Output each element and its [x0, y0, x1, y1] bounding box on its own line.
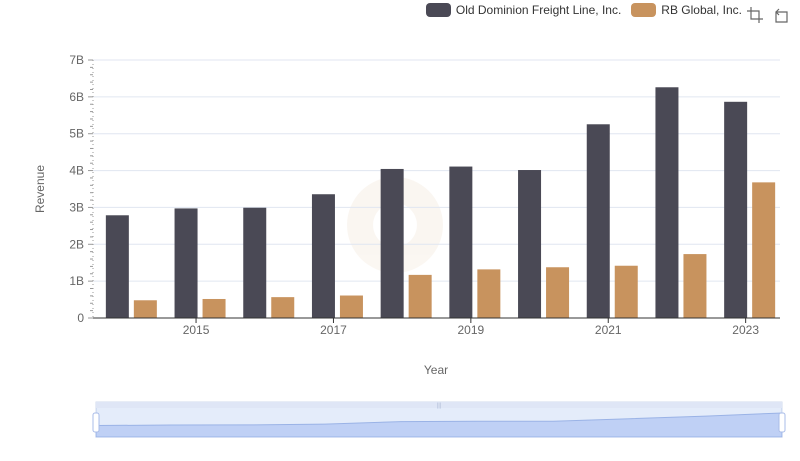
y-axis-ticks: 0 1B 2B 3B 4B 5B 6B 7B — [69, 53, 93, 325]
toolbox — [738, 6, 790, 24]
y-tick-label: 1B — [69, 274, 84, 288]
bar-old-dominion-2016[interactable] — [243, 207, 267, 318]
bar-rb-global-2016[interactable] — [271, 297, 295, 318]
bar-old-dominion-2017[interactable] — [311, 194, 335, 318]
bar-rb-global-2015[interactable] — [202, 298, 226, 318]
x-axis-title: Year — [424, 363, 448, 377]
legend-item-old-dominion[interactable]: Old Dominion Freight Line, Inc. — [425, 3, 622, 17]
y-tick-label: 6B — [69, 90, 84, 104]
y-tick-label: 3B — [69, 200, 84, 214]
bar-rb-global-2017[interactable] — [339, 295, 363, 318]
bar-rb-global-2022[interactable] — [683, 254, 707, 318]
bar-old-dominion-2023[interactable] — [724, 101, 748, 319]
zoom-slider[interactable]: ||| — [92, 401, 786, 438]
y-tick-label: 5B — [69, 127, 84, 141]
bar-old-dominion-2020[interactable] — [518, 170, 542, 318]
bars — [105, 87, 776, 319]
bar-old-dominion-2014[interactable] — [105, 215, 129, 318]
legend-swatch-old-dominion — [425, 3, 451, 17]
bar-rb-global-2021[interactable] — [614, 265, 638, 318]
y-tick-label: 2B — [69, 237, 84, 251]
bar-rb-global-2019[interactable] — [477, 269, 501, 318]
zoom-slider-left-handle[interactable] — [92, 412, 100, 433]
bar-old-dominion-2018[interactable] — [380, 168, 404, 318]
y-minor-ticks — [90, 60, 94, 318]
y-tick-label: 4B — [69, 164, 84, 178]
x-tick-label: 2015 — [183, 323, 210, 337]
legend-label-rb-global: RB Global, Inc. — [661, 3, 742, 17]
restore-icon[interactable] — [772, 6, 790, 24]
y-tick-label: 0 — [77, 311, 84, 325]
y-tick-label: 7B — [69, 53, 84, 67]
x-tick-label: 2021 — [595, 323, 622, 337]
legend-item-rb-global[interactable]: RB Global, Inc. — [631, 3, 742, 17]
bar-rb-global-2023[interactable] — [752, 182, 776, 318]
legend: Old Dominion Freight Line, Inc. RB Globa… — [416, 3, 742, 17]
legend-label-old-dominion: Old Dominion Freight Line, Inc. — [455, 3, 622, 17]
zoom-icon[interactable] — [746, 6, 764, 24]
x-tick-label: 2019 — [457, 323, 484, 337]
zoom-slider-selection[interactable] — [96, 408, 782, 437]
x-tick-label: 2023 — [732, 323, 759, 337]
bar-rb-global-2014[interactable] — [133, 300, 157, 318]
zoom-slider-preview — [95, 412, 783, 438]
x-tick-label: 2017 — [320, 323, 347, 337]
legend-swatch-rb-global — [631, 3, 657, 17]
bar-old-dominion-2015[interactable] — [174, 208, 198, 318]
bar-rb-global-2020[interactable] — [546, 267, 570, 318]
bar-old-dominion-2021[interactable] — [586, 124, 610, 318]
bar-rb-global-2018[interactable] — [408, 274, 432, 318]
zoom-slider-grip-icon: ||| — [437, 403, 442, 409]
zoom-slider-right-handle[interactable] — [778, 412, 786, 433]
bar-old-dominion-2019[interactable] — [449, 166, 473, 318]
bar-old-dominion-2022[interactable] — [655, 87, 679, 318]
grid-lines — [93, 59, 780, 282]
y-axis-title: Revenue — [33, 165, 47, 213]
zoom-slider-top-bar[interactable] — [96, 402, 782, 408]
x-axis-ticks: 2015 2017 2019 2021 2023 — [183, 318, 759, 337]
